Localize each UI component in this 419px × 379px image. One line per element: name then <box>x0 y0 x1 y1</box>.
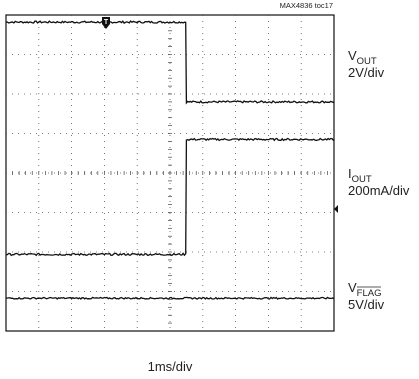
trace-vout <box>6 20 334 105</box>
figure-code: MAX4836 toc17 <box>280 1 333 10</box>
trace-vflag <box>6 296 334 300</box>
traces <box>6 20 334 300</box>
trace-scale-iout: 200mA/div <box>348 183 410 198</box>
trace-scale-vflag: 5V/div <box>348 297 385 312</box>
trigger-level-arrow <box>334 205 338 213</box>
trigger-marker-label: T <box>104 19 109 26</box>
graticule <box>6 15 334 331</box>
trigger-marker: T <box>102 17 110 29</box>
x-axis-label: 1ms/div <box>148 359 193 374</box>
trace-scale-vout: 2V/div <box>348 65 385 80</box>
trace-iout <box>6 137 334 257</box>
